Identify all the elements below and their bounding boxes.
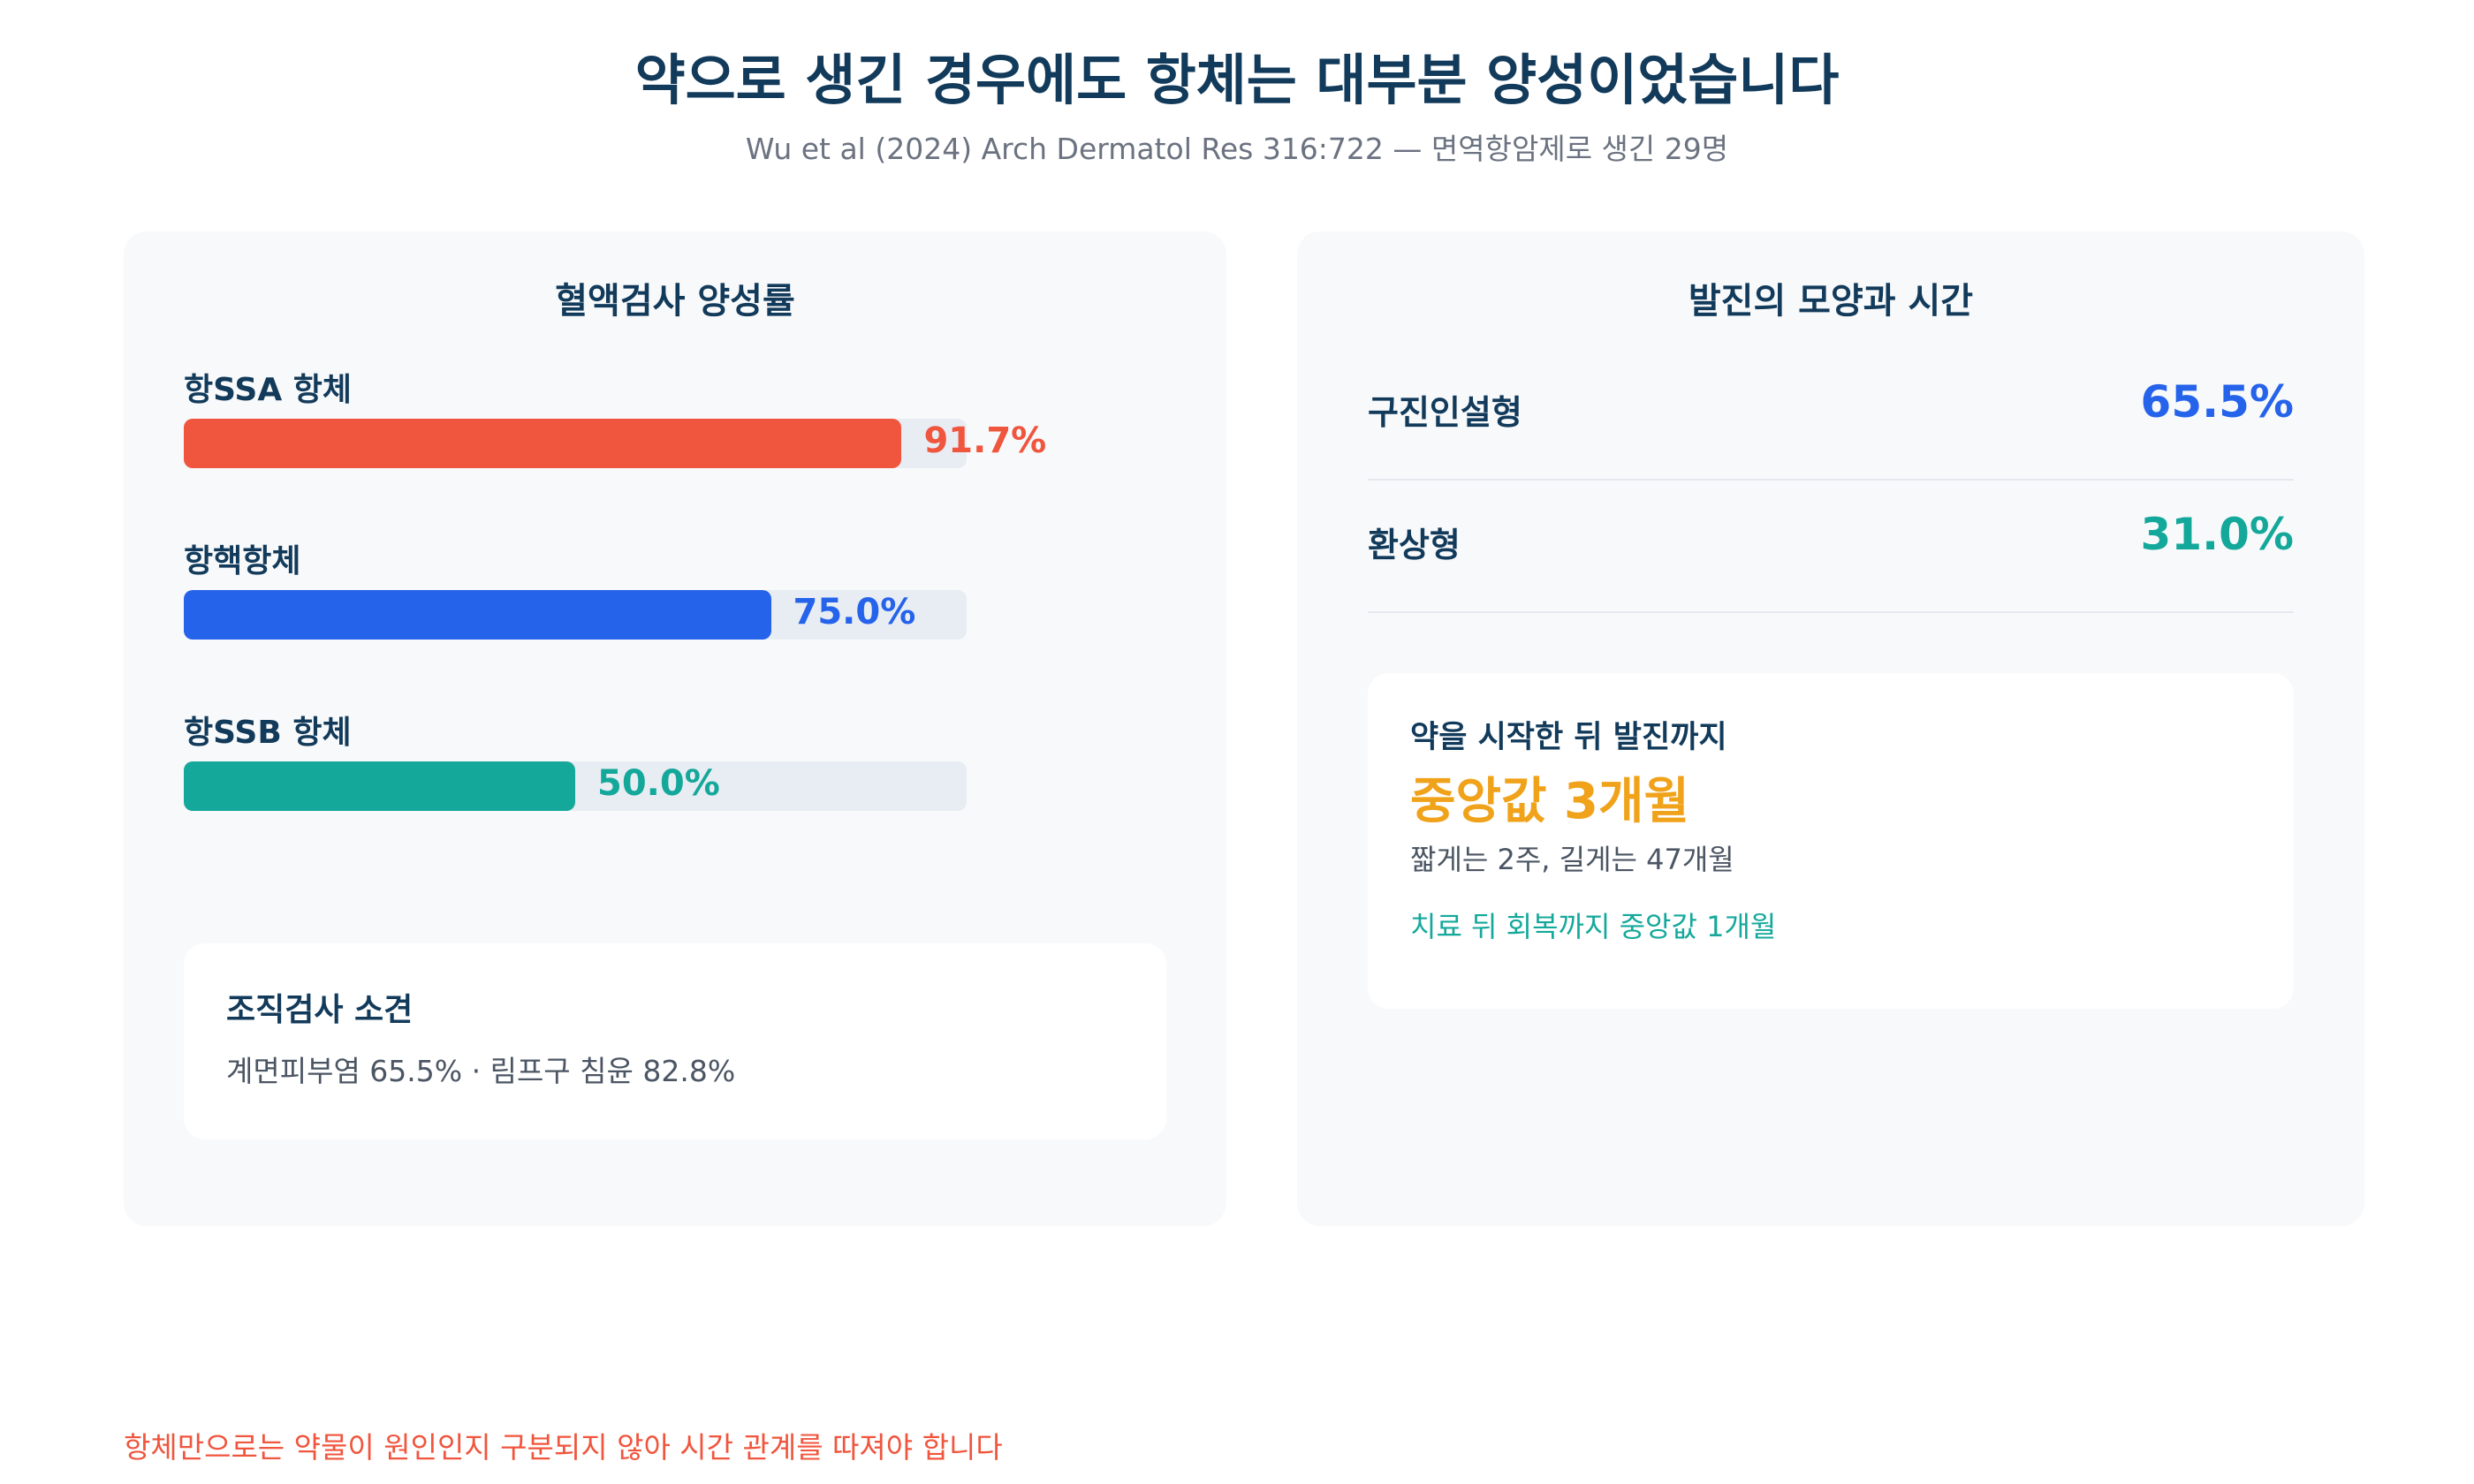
antibody-panel-title: 혈액검사 양성률: [555, 281, 795, 322]
page-subtitle: Wu et al (2024) Arch Dermatol Res 316:72…: [745, 132, 1729, 166]
bar-track: [184, 419, 967, 468]
bar-category-label: 항SSA 항체: [184, 372, 352, 408]
onset-median: 중앙값 3개월: [1410, 773, 1690, 830]
histology-card: 조직검사 소견 계면피부염 65.5% · 림프구 침윤 82.8%: [184, 943, 1166, 1140]
rash-panel-title: 발진의 모양과 시간: [1688, 281, 1974, 322]
rash-row-annular: 환상형 31.0%: [1368, 479, 2294, 613]
rash-row-papulosquamous: 구진인설형 65.5%: [1368, 346, 2294, 481]
bar-value-label: 75.0%: [793, 592, 916, 632]
bar: [184, 761, 575, 811]
bar-value-label: 91.7%: [923, 420, 1047, 461]
onset-range: 짧게는 2주, 길게는 47개월: [1410, 843, 1734, 876]
rash-value: 65.5%: [2140, 376, 2294, 428]
rash-value: 31.0%: [2140, 509, 2294, 560]
antibody-panel: 혈액검사 양성률 항SSA 항체 91.7% 항핵항체 75.0% 항SSB 항체 50.…: [124, 231, 1226, 1226]
rash-label: 환상형: [1368, 526, 1461, 564]
histology-title: 조직검사 소견: [226, 992, 414, 1028]
bar-value-label: 50.0%: [597, 763, 720, 804]
bar: [184, 419, 902, 468]
footnote: 항체만으로는 약물이 원인인지 구분되지 않아 시간 관계를 따져야 합니다: [124, 1430, 1003, 1465]
onset-title: 약을 시작한 뒤 발진까지: [1410, 720, 1727, 755]
bar-category-label: 항SSB 항체: [184, 715, 352, 751]
page-title: 약으로 생긴 경우에도 항체는 대부분 양성이었습니다: [634, 48, 1840, 112]
bar-category-label: 항핵항체: [184, 543, 301, 579]
rash-panel: 발진의 모양과 시간 구진인설형 65.5% 환상형 31.0% 약을 시작한 …: [1297, 231, 2364, 1226]
bar-track: [184, 761, 967, 811]
recovery-time: 치료 뒤 회복까지 중앙값 1개월: [1410, 910, 1777, 943]
bar-track: [184, 590, 967, 640]
bar: [184, 590, 771, 640]
onset-card: 약을 시작한 뒤 발진까지 중앙값 3개월 짧게는 2주, 길게는 47개월 치…: [1368, 673, 2294, 1009]
histology-text: 계면피부염 65.5% · 림프구 침윤 82.8%: [226, 1054, 736, 1088]
rash-label: 구진인설형: [1368, 393, 1522, 432]
